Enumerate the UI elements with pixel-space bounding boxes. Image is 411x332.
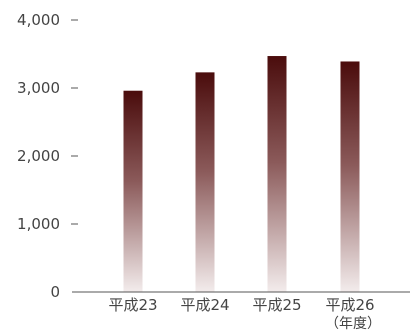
y-tick-label: 3,000 [17, 79, 60, 97]
y-axis-ticks: 0 1,000 2,000 3,000 4,000 [17, 11, 78, 301]
x-tick-label: 平成25 [252, 296, 301, 314]
x-tick-label: 平成24 [180, 296, 229, 314]
bars [123, 56, 360, 293]
y-tick-label: 2,000 [17, 147, 60, 165]
bar-4 [340, 61, 360, 293]
x-axis-labels: 平成23 平成24 平成25 平成26 [108, 296, 374, 314]
bar-2 [195, 72, 215, 292]
y-tick-label: 0 [50, 283, 60, 301]
y-tick-label: 1,000 [17, 215, 60, 233]
bar-3 [267, 56, 287, 292]
bar-1 [123, 90, 143, 292]
y-tick-label: 4,000 [17, 11, 60, 29]
x-tick-label: 平成26 [325, 296, 374, 314]
x-unit-label: （年度） [325, 316, 381, 332]
x-tick-label: 平成23 [108, 296, 157, 314]
